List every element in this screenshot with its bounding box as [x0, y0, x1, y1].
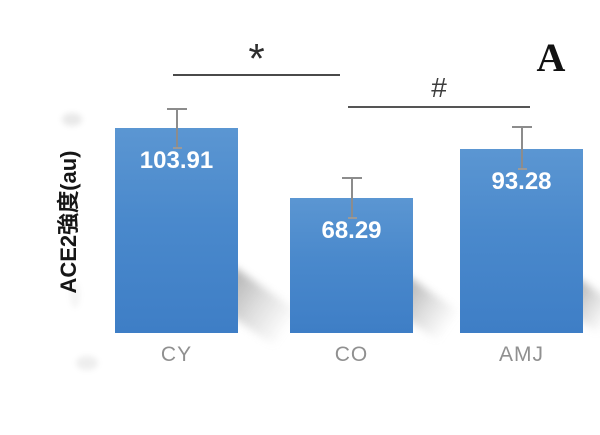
- error-bar-foot: [172, 147, 182, 149]
- bar-value-label: 103.91: [139, 147, 214, 174]
- bar-value-label: 68.29: [321, 217, 382, 244]
- significance-asterisk: *: [248, 35, 265, 82]
- scan-artifact: [70, 282, 80, 308]
- y-axis-label: ACE2強度(au): [56, 150, 81, 294]
- bar-amj: 93.28: [460, 149, 583, 333]
- scan-artifact: [62, 113, 82, 126]
- category-label-amj: AMJ: [499, 343, 544, 366]
- error-bar-stem: [520, 126, 523, 170]
- error-bar-stem: [175, 108, 178, 149]
- panel-label: A: [536, 35, 566, 80]
- category-label-co: CO: [334, 343, 369, 366]
- significance-hash: #: [431, 72, 447, 103]
- bar-value-label: 93.28: [491, 168, 552, 195]
- significance-bracket-line-cy-co: [173, 74, 340, 76]
- error-bar-foot: [517, 168, 527, 170]
- bar-cy: 103.91: [115, 128, 238, 333]
- category-label-cy: CY: [160, 343, 193, 366]
- error-bar-foot: [347, 217, 357, 219]
- scan-artifact: [76, 356, 98, 370]
- error-bar: [511, 126, 533, 170]
- bar-co: 68.29: [290, 198, 413, 333]
- significance-bracket-line-co-amj: [348, 106, 530, 108]
- error-bar: [341, 177, 363, 219]
- error-bar: [166, 108, 188, 149]
- error-bar-stem: [350, 177, 353, 219]
